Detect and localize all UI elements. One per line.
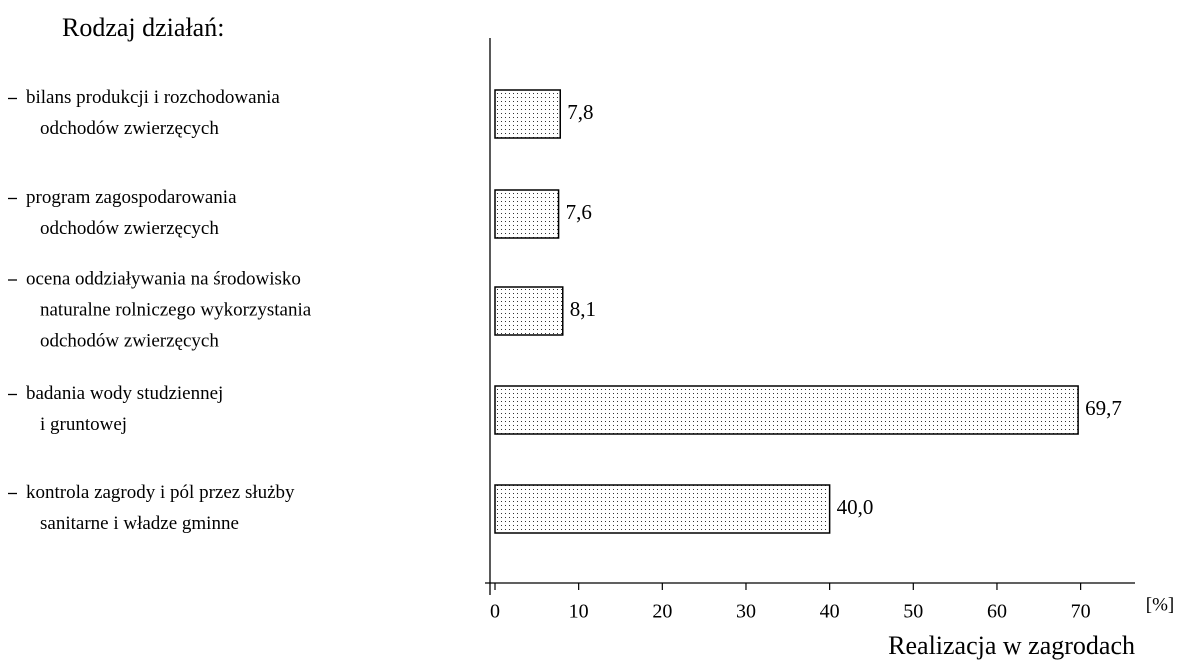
x-tick-label: 50 — [903, 601, 923, 623]
y-tick-label: sanitarne i władze gminne — [40, 513, 239, 534]
y-tick-label: kontrola zagrody i pól przez służby — [26, 482, 295, 503]
y-tick-label: ocena oddziaływania na środowisko — [26, 268, 301, 289]
y-tick-label: naturalne rolniczego wykorzystania — [40, 299, 312, 320]
y-tick-label: odchodów zwierzęcych — [40, 330, 219, 351]
bar — [494, 484, 831, 534]
x-tick-label: 10 — [569, 601, 589, 623]
x-tick-label: 30 — [736, 601, 756, 623]
x-tick-label: 60 — [987, 601, 1007, 623]
value-label: 8,1 — [570, 297, 596, 321]
bar — [494, 189, 560, 239]
x-unit: [%] — [1146, 594, 1174, 615]
y-tick-label: bilans produkcji i rozchodowania — [26, 87, 280, 108]
x-tick-label: 70 — [1071, 601, 1091, 623]
x-axis-label: Realizacja w zagrodach — [888, 631, 1135, 660]
y-tick-label: odchodów zwierzęcych — [40, 218, 219, 239]
value-label: 40,0 — [837, 495, 874, 519]
value-label: 69,7 — [1085, 396, 1122, 420]
x-tick-label: 20 — [652, 601, 672, 623]
x-tick-label: 40 — [820, 601, 840, 623]
value-label: 7,6 — [566, 200, 592, 224]
bar — [494, 385, 1079, 435]
y-tick-label: i gruntowej — [40, 414, 127, 435]
y-tick-label: badania wody studziennej — [26, 383, 223, 404]
y-tick-label: program zagospodarowania — [26, 187, 237, 208]
bar — [494, 89, 562, 139]
bar — [494, 286, 564, 336]
chart-title: Rodzaj działań: — [62, 13, 224, 42]
value-label: 7,8 — [567, 100, 593, 124]
x-tick-label: 0 — [490, 601, 500, 623]
y-tick-label: odchodów zwierzęcych — [40, 118, 219, 139]
